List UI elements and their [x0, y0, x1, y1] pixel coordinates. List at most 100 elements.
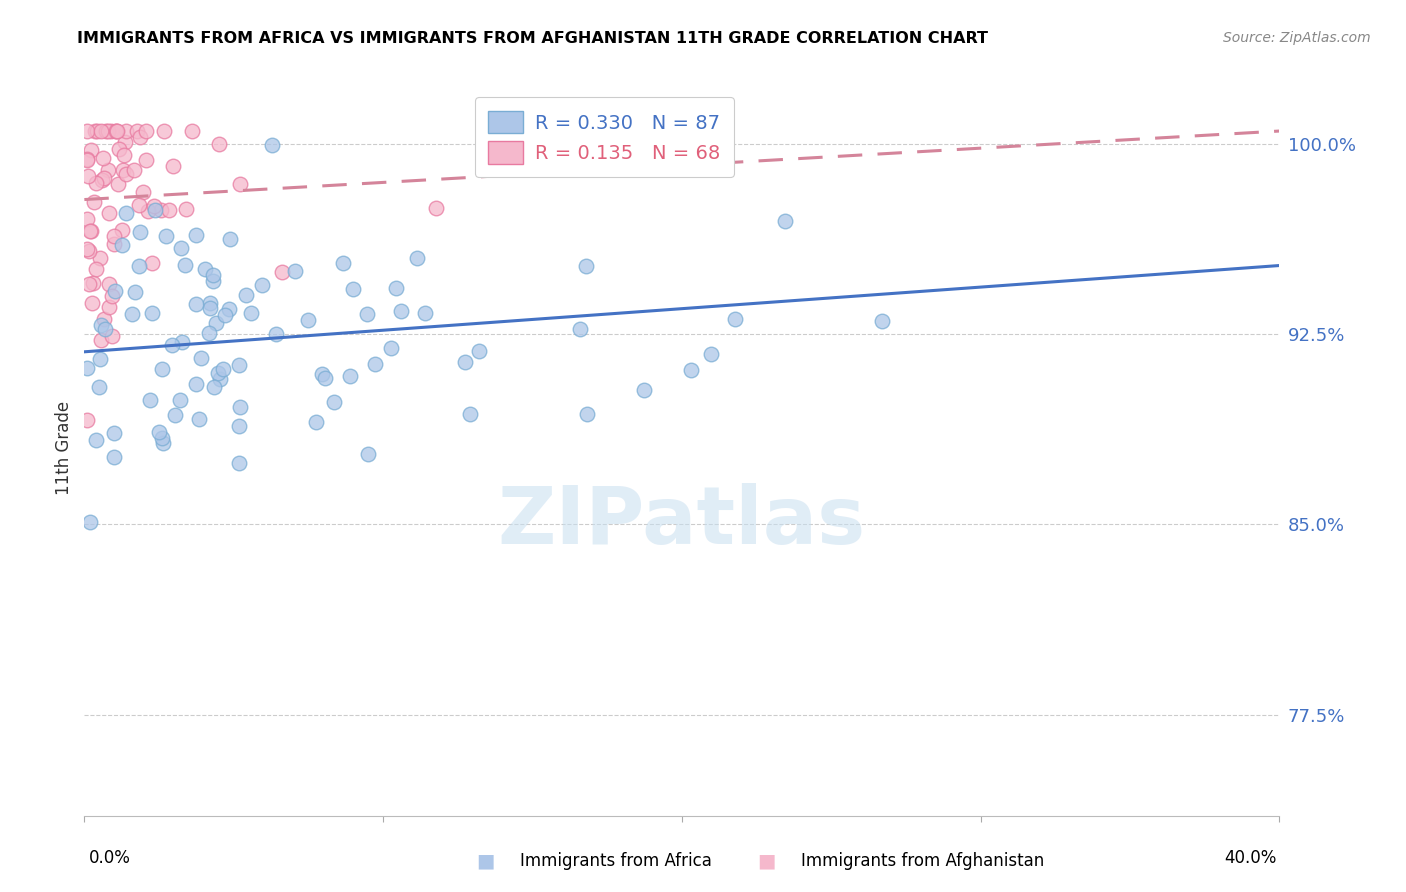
- Point: [202, 268, 225, 282]
- Point: [128, 198, 150, 212]
- Point: [90, 333, 112, 347]
- Point: [94, 124, 117, 138]
- Point: [200, 301, 222, 315]
- Point: [170, 241, 193, 255]
- Point: [132, 186, 155, 200]
- Point: [212, 361, 235, 376]
- Point: [228, 419, 250, 434]
- Point: [76, 212, 98, 227]
- Point: [86, 176, 108, 190]
- Point: [173, 259, 195, 273]
- Point: [200, 295, 222, 310]
- Point: [363, 357, 385, 371]
- Point: [165, 408, 187, 422]
- Point: [218, 232, 240, 246]
- Point: [87, 380, 110, 394]
- Point: [218, 301, 240, 316]
- Point: [190, 351, 212, 366]
- Point: [322, 395, 344, 409]
- Point: [111, 237, 134, 252]
- Point: [207, 366, 229, 380]
- Point: [112, 148, 135, 162]
- Point: [103, 426, 125, 441]
- Point: [98, 205, 121, 219]
- Point: [157, 202, 180, 217]
- Point: [235, 288, 257, 302]
- Point: [141, 306, 163, 320]
- Point: [304, 415, 326, 429]
- Y-axis label: 11th Grade: 11th Grade: [55, 401, 73, 495]
- Point: [271, 265, 294, 279]
- Point: [93, 151, 115, 165]
- Point: [170, 335, 193, 350]
- Point: [284, 264, 307, 278]
- Point: [97, 163, 120, 178]
- Point: [332, 255, 354, 269]
- Point: [79, 224, 101, 238]
- Point: [181, 124, 204, 138]
- Point: [201, 274, 224, 288]
- Point: [162, 338, 184, 352]
- Point: [700, 347, 723, 361]
- Point: [150, 431, 173, 445]
- Point: [115, 167, 138, 181]
- Point: [76, 153, 98, 168]
- Point: [77, 244, 100, 258]
- Point: [76, 361, 98, 376]
- Point: [135, 153, 157, 168]
- Point: [76, 412, 98, 426]
- Point: [152, 124, 174, 138]
- Point: [97, 124, 120, 138]
- Point: [138, 204, 160, 219]
- Point: [76, 124, 98, 138]
- Point: [125, 124, 148, 138]
- Point: [128, 129, 150, 144]
- Point: [162, 159, 184, 173]
- Point: [104, 124, 127, 138]
- Text: Immigrants from Afghanistan: Immigrants from Afghanistan: [801, 852, 1045, 870]
- Point: [266, 326, 288, 341]
- Point: [174, 202, 197, 217]
- Point: [93, 322, 115, 336]
- Point: [122, 163, 145, 178]
- Point: [89, 351, 111, 366]
- Point: [197, 326, 219, 341]
- Point: [724, 312, 747, 326]
- Point: [107, 177, 129, 191]
- Point: [389, 304, 412, 318]
- Point: [124, 285, 146, 299]
- Text: ZIPatlas: ZIPatlas: [498, 483, 866, 561]
- Point: [135, 124, 157, 138]
- Point: [468, 344, 491, 359]
- Legend: R = 0.330   N = 87, R = 0.135   N = 68: R = 0.330 N = 87, R = 0.135 N = 68: [475, 97, 734, 178]
- Point: [339, 369, 361, 384]
- Point: [297, 313, 319, 327]
- Point: [872, 314, 894, 328]
- Point: [229, 177, 252, 191]
- Point: [205, 316, 228, 330]
- Point: [84, 124, 107, 138]
- Point: [188, 412, 211, 426]
- Point: [194, 262, 217, 277]
- Point: [93, 171, 115, 186]
- Point: [80, 296, 103, 310]
- Point: [356, 307, 378, 321]
- Point: [103, 236, 125, 251]
- Point: [228, 457, 250, 471]
- Point: [145, 203, 167, 218]
- Point: [105, 124, 128, 138]
- Point: [84, 262, 107, 277]
- Point: [681, 363, 703, 377]
- Point: [775, 213, 797, 227]
- Point: [103, 229, 125, 244]
- Point: [250, 278, 273, 293]
- Point: [314, 371, 336, 385]
- Point: [108, 142, 131, 156]
- Point: [186, 297, 208, 311]
- Point: [184, 376, 207, 391]
- Point: [76, 152, 98, 166]
- Text: 0.0%: 0.0%: [89, 849, 131, 867]
- Point: [633, 383, 655, 397]
- Point: [380, 342, 402, 356]
- Point: [209, 372, 232, 386]
